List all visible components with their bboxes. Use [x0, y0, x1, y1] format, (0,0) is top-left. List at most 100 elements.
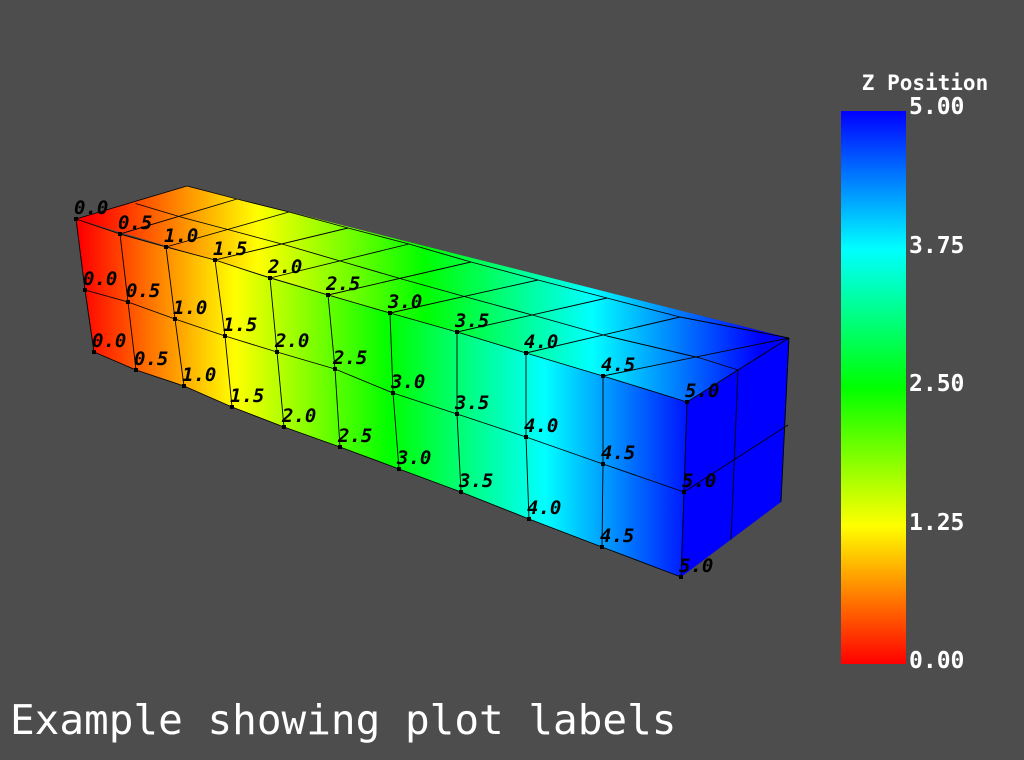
- point-label-bottom: 0.5: [134, 348, 168, 370]
- mesh-edge: [537, 279, 608, 299]
- point-label-top: 3.5: [454, 310, 489, 332]
- mesh-edge: [327, 294, 391, 314]
- point-label-bottom: 3.0: [396, 447, 431, 469]
- point-marker: [391, 391, 395, 395]
- mesh-edge: [119, 233, 129, 303]
- mesh-edge: [525, 316, 681, 354]
- point-marker: [282, 425, 286, 429]
- mesh-edge: [456, 297, 608, 333]
- point-label-bottom: 1.5: [230, 385, 264, 407]
- point-label-middle: 3.5: [454, 392, 489, 414]
- point-labels: 0.0 0.5 1.0 1.5 2.0 2.5 3.0 3.5 4.0 4.5 5.0 0.0 0.5 1…: [74, 197, 719, 577]
- point-label-top: 0.0: [74, 197, 108, 219]
- mesh-edge: [224, 335, 278, 353]
- mesh-edge: [183, 385, 233, 408]
- scalar-bar-tick: 3.75: [909, 233, 964, 259]
- scalar-bar-colorbar: [841, 111, 906, 664]
- mesh-edge: [288, 211, 349, 229]
- point-label-top: 2.0: [267, 256, 302, 278]
- point-marker: [601, 374, 605, 378]
- mesh-edge: [606, 297, 681, 318]
- mesh-edge: [392, 392, 458, 415]
- mesh-edge: [780, 337, 790, 503]
- point-marker: [134, 368, 138, 372]
- point-marker: [455, 412, 459, 416]
- point-marker: [92, 350, 96, 354]
- mesh-edge: [460, 491, 530, 520]
- mesh-edge: [334, 368, 394, 394]
- scalar-bar[interactable]: Z Position 5.00 3.75 2.50 1.25 0.00: [841, 71, 988, 674]
- point-label-middle: 2.5: [332, 347, 367, 369]
- mesh-edge: [343, 261, 404, 280]
- mesh-edge: [339, 446, 400, 470]
- point-marker: [83, 288, 87, 292]
- point-marker: [685, 400, 689, 404]
- point-marker: [268, 276, 272, 280]
- point-marker: [182, 384, 186, 388]
- mesh-edge: [165, 211, 290, 248]
- point-label-middle: 5.0: [682, 470, 716, 492]
- mesh-edge: [93, 351, 137, 371]
- mesh-edge: [347, 227, 410, 245]
- mesh-edge: [525, 436, 530, 520]
- point-label-top: 1.5: [213, 238, 247, 260]
- mesh-edge: [165, 246, 176, 320]
- point-label-middle: 4.5: [601, 442, 635, 464]
- mesh-box[interactable]: [74, 185, 790, 579]
- mesh-edge: [467, 297, 537, 317]
- mesh-edges: [75, 185, 790, 578]
- point-marker: [213, 258, 217, 262]
- point-marker: [524, 351, 528, 355]
- point-marker: [275, 350, 279, 354]
- mesh-edge: [135, 203, 183, 218]
- mesh-edge: [392, 392, 400, 470]
- mesh-edge: [334, 368, 341, 448]
- point-label-top: 5.0: [685, 380, 719, 402]
- mesh-edge: [680, 491, 685, 578]
- mesh-edge: [276, 351, 336, 370]
- mesh-edge: [174, 318, 226, 337]
- mesh-edge: [389, 279, 539, 314]
- point-marker: [397, 467, 401, 471]
- mesh-edge: [214, 259, 226, 337]
- point-label-middle: 2.0: [274, 330, 309, 352]
- point-label-bottom: 3.5: [458, 470, 493, 492]
- point-marker: [682, 490, 686, 494]
- mesh-edge: [84, 289, 129, 303]
- point-marker: [118, 232, 122, 236]
- scalar-bar-title: Z Position: [862, 71, 988, 95]
- point-label-bottom: 4.5: [600, 525, 634, 547]
- mesh-edge: [525, 436, 604, 465]
- point-label-bottom: 2.0: [281, 405, 316, 427]
- mesh-edge: [165, 246, 216, 261]
- point-label-bottom: 0.0: [92, 330, 126, 352]
- point-marker: [74, 217, 78, 221]
- point-marker: [173, 317, 177, 321]
- box-front-face: [76, 219, 687, 577]
- mesh-edge: [601, 463, 604, 548]
- mesh-edge: [214, 227, 349, 261]
- mesh-edge: [186, 185, 238, 200]
- point-label-middle: 1.5: [223, 314, 257, 336]
- mesh-edge: [606, 335, 701, 359]
- mesh-edge: [327, 261, 472, 296]
- point-label-middle: 0.5: [126, 280, 160, 302]
- point-label-top: 1.0: [164, 225, 198, 247]
- mesh-edge: [231, 406, 285, 428]
- scalar-bar-tick: 2.50: [909, 371, 964, 397]
- point-marker: [126, 300, 130, 304]
- mesh-edge: [75, 218, 86, 291]
- point-label-top: 4.0: [524, 331, 558, 353]
- mesh-edge: [525, 352, 604, 377]
- mesh-edge: [456, 331, 527, 354]
- mesh-edge: [601, 546, 682, 578]
- point-marker: [223, 334, 227, 338]
- mesh-edge: [84, 289, 95, 353]
- point-marker: [230, 405, 234, 409]
- mesh-edge: [470, 261, 539, 281]
- mesh-edge: [135, 369, 185, 387]
- mesh-edge: [214, 259, 271, 279]
- scalar-bar-tick: 0.00: [909, 648, 964, 674]
- mesh-edge: [699, 357, 739, 371]
